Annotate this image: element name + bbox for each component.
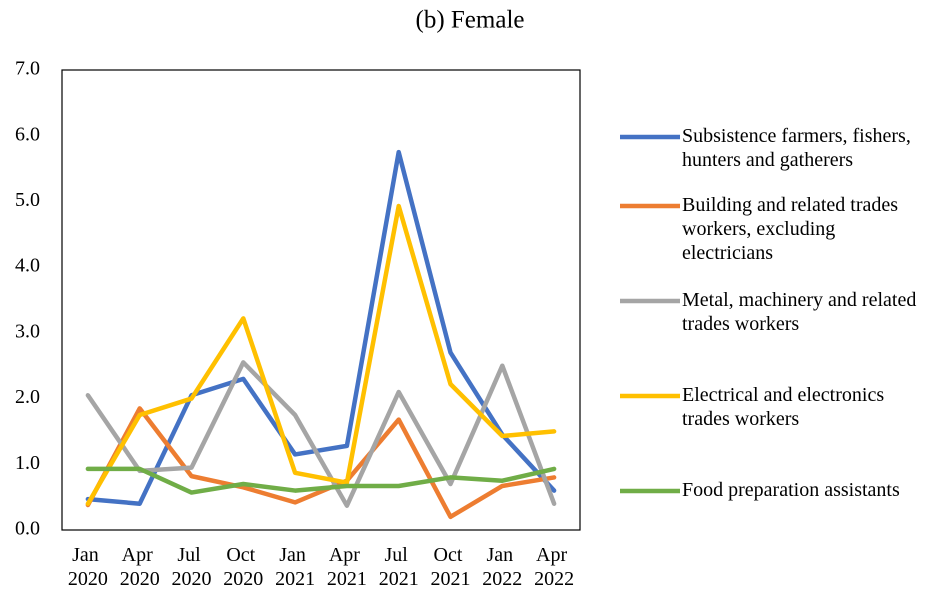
legend-label-line: Food preparation assistants (682, 479, 900, 501)
legend-label-line: Building and related trades (682, 194, 903, 216)
legend-label-line: hunters and gatherers (682, 149, 853, 171)
x-tick-label-line: Apr (536, 544, 572, 566)
x-tick-label: Apr 2021 (327, 544, 367, 590)
legend-label: Building and related trades workers, exc… (682, 194, 903, 264)
legend-label-line: workers, excluding (682, 218, 840, 240)
x-tick-label-line: Jul (177, 544, 205, 566)
legend-label: Electrical and electronics trades worker… (682, 384, 889, 430)
x-tick-label-line: Jan (279, 544, 311, 566)
y-tick-label: 3.0 (15, 320, 40, 342)
legend-label: Metal, machinery and related trades work… (682, 289, 921, 335)
x-tick-label: Oct 2021 (431, 544, 471, 590)
legend-label-line: Metal, machinery and related (682, 289, 921, 311)
x-tick-label: Oct 2020 (223, 544, 263, 590)
series-line (85, 149, 557, 506)
x-tick-label-line: 2022 (482, 568, 522, 590)
x-tick-label: Jul 2021 (379, 544, 419, 590)
x-tick-label-line: 2021 (327, 568, 367, 590)
plot-frame (61, 69, 581, 531)
y-tick-label: 4.0 (15, 255, 40, 277)
legend-label-line: electricians (682, 242, 773, 264)
x-tick-label: Jul 2020 (172, 544, 212, 590)
x-tick-label-line: Jan (486, 544, 518, 566)
legend-label: Food preparation assistants (682, 479, 900, 501)
x-tick-label-line: Jan (72, 544, 104, 566)
x-tick-label-line: 2021 (379, 568, 419, 590)
y-tick-label: 6.0 (15, 123, 40, 145)
legend-label-line: trades workers (682, 408, 799, 430)
x-tick-label: Apr 2020 (120, 544, 160, 590)
x-tick-label-line: 2021 (275, 568, 315, 590)
x-tick-label: Jan 2020 (68, 544, 108, 590)
x-tick-label: Jan 2021 (275, 544, 315, 590)
series-line (85, 406, 557, 520)
x-tick-label-line: 2020 (223, 568, 263, 590)
y-tick-label: 7.0 (15, 58, 40, 80)
x-tick-label-line: 2022 (534, 568, 574, 590)
x-tick-label-line: Oct (226, 544, 260, 566)
legend-label-line: Subsistence farmers, fishers, (682, 125, 916, 147)
x-tick-label-line: Apr (122, 544, 158, 566)
series-line (85, 203, 557, 506)
x-tick-label-line: 2021 (431, 568, 471, 590)
legend-label-line: Electrical and electronics (682, 384, 889, 406)
y-tick-label: 5.0 (15, 189, 40, 211)
x-tick-label-line: 2020 (68, 568, 108, 590)
x-tick-label-line: Jul (385, 544, 413, 566)
chart-title: (b) Female (416, 7, 525, 34)
x-tick-label-line: Oct (434, 544, 468, 566)
y-tick-label: 1.0 (15, 452, 40, 474)
series-line (85, 466, 557, 495)
legend-label-line: trades workers (682, 313, 799, 335)
x-tick-label-line: 2020 (120, 568, 160, 590)
x-tick-label-line: Apr (329, 544, 365, 566)
x-tick-label: Jan 2022 (482, 544, 522, 590)
y-tick-label: 2.0 (15, 386, 40, 408)
series-line (85, 360, 557, 508)
legend-label: Subsistence farmers, fishers, hunters an… (682, 125, 916, 171)
x-tick-label: Apr 2022 (534, 544, 574, 590)
y-tick-label: 0.0 (15, 518, 40, 540)
x-tick-label-line: 2020 (172, 568, 212, 590)
